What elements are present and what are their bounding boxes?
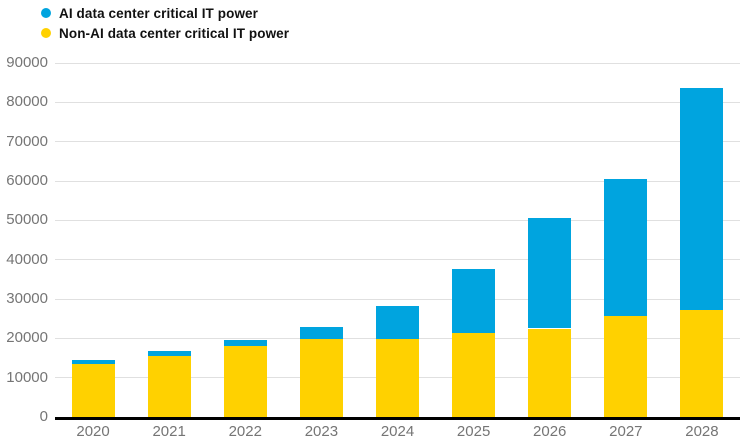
bar-2027-non-ai [604,316,648,417]
gridline-50000 [55,219,740,221]
x-tick-label-2022: 2022 [228,423,262,440]
bar-2022-non-ai [223,345,267,417]
bar-2023-non-ai [299,339,343,417]
bar-2026-non-ai [528,328,572,417]
legend-label-ai: AI data center critical IT power [59,5,259,21]
bar-2028-non-ai [680,310,724,417]
x-tick-label-2026: 2026 [533,423,567,440]
y-tick-label-70000: 70000 [6,132,48,150]
bar-2028-ai [680,87,724,311]
gridline-70000 [55,141,740,143]
x-tick-label-2023: 2023 [304,423,339,440]
x-tick-label-2024: 2024 [380,423,415,440]
y-tick-label-10000: 10000 [6,368,48,386]
legend-label-non-ai: Non-AI data center critical IT power [59,25,290,41]
bar-2022-ai [223,339,267,346]
bar-2026-ai [528,218,572,329]
y-tick-label-20000: 20000 [6,329,48,347]
y-tick-label-40000: 40000 [6,250,48,268]
legend-dot-ai-icon [41,8,51,18]
bar-2027-ai [604,178,648,317]
x-tick-label-2025: 2025 [456,423,491,440]
bar-2023-ai [299,326,343,340]
bar-2020-ai [71,360,115,364]
x-axis-line [55,417,740,420]
x-tick-label-2021: 2021 [152,423,186,440]
x-tick-label-2028: 2028 [685,423,719,440]
bar-2025-non-ai [452,332,496,417]
bar-2020-non-ai [71,363,115,417]
gridline-80000 [55,101,740,103]
y-tick-label-90000: 90000 [6,54,48,71]
x-tick-label-2020: 2020 [76,423,110,440]
bar-2021-ai [147,350,191,357]
x-tick-label-2027: 2027 [609,423,643,440]
bar-2025-ai [452,269,496,333]
bar-2021-non-ai [147,356,191,417]
legend-item-non-ai: Non-AI data center critical IT power [41,23,289,43]
y-tick-label-50000: 50000 [6,211,48,229]
legend-item-ai: AI data center critical IT power [41,3,289,23]
y-tick-label-30000: 30000 [6,290,48,307]
gridline-30000 [55,298,740,300]
y-tick-label-60000: 60000 [6,172,48,189]
y-tick-label-80000: 80000 [6,93,48,111]
legend: AI data center critical IT power Non-AI … [41,3,289,43]
gridline-90000 [55,62,740,64]
gridline-60000 [55,180,740,182]
gridline-40000 [55,259,740,261]
bar-2024-ai [376,306,419,339]
y-tick-label-0: 0 [39,408,48,425]
legend-dot-non-ai-icon [41,28,51,38]
bar-2024-non-ai [376,338,419,417]
